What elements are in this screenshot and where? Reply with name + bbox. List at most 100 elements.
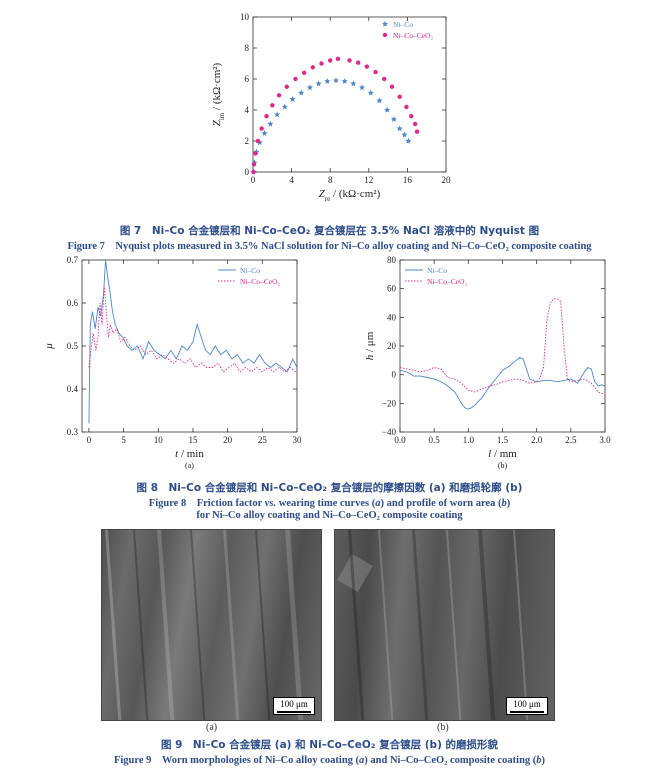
nyquist-x-tick-label: 12	[364, 175, 373, 185]
nyquist-point-niceo2	[264, 114, 269, 119]
nyquist-y-tick-label: 4	[245, 105, 250, 115]
profile-y-tick-label: −20	[382, 398, 397, 408]
profile-y-axis-label-part: h	[364, 354, 376, 360]
friction-legend-label: Ni–Co	[240, 266, 260, 275]
sem-streak	[445, 530, 463, 720]
nyquist-point-niceo2	[251, 162, 257, 167]
figure7-caption-cn: 图 7 Ni–Co 合金镀层和 Ni–Co–CeO₂ 复合镀层在 3.5% Na…	[119, 225, 540, 237]
figure9-sublabel-b: (b)	[437, 722, 449, 733]
nyquist-point-niceo2	[276, 93, 282, 98]
figure8-caption-en-line1: Figure 8 Friction factor vs. wearing tim…	[148, 498, 511, 509]
nyquist-point-niceo2	[364, 64, 370, 69]
nyquist-point-nico	[267, 120, 274, 127]
nyquist-point-nico	[315, 80, 322, 87]
nyquist-x-axis-label-part: re	[325, 195, 330, 203]
nyquist-point-nico	[396, 125, 403, 132]
profile-y-tick-label: 20	[387, 341, 397, 351]
friction-y-tick-label: 0.3	[67, 427, 79, 437]
nyquist-point-niceo2	[301, 70, 307, 76]
scale-bar-a: 100 μm	[273, 697, 315, 715]
profile-legend-label: Ni–Co	[427, 266, 447, 275]
figure7-caption-en: Figure 7 Nyquist plots measured in 3.5% …	[67, 241, 592, 252]
friction-x-tick-label: 30	[293, 435, 303, 445]
friction-series-line-0	[88, 259, 298, 424]
nyquist-point-niceo2	[373, 69, 378, 75]
nyquist-legend-label: Ni–Co–CeO₂	[393, 31, 434, 40]
nyquist-point-niceo2	[259, 126, 264, 131]
nyquist-point-niceo2	[409, 114, 414, 119]
sem-streak	[284, 530, 305, 720]
sem-streak	[377, 530, 395, 720]
friction-x-tick-label: 15	[188, 435, 198, 445]
nyquist-point-nico	[350, 80, 357, 87]
nyquist-point-niceo2	[382, 76, 387, 82]
profile-series-line-1	[399, 298, 606, 396]
nyquist-y-tick-label: 2	[245, 136, 250, 146]
figure9-caption-en: Figure 9 Worn morphologies of Ni–Co allo…	[113, 755, 546, 766]
profile-x-tick-label: 3.0	[599, 435, 611, 445]
nyquist-point-nico	[274, 111, 281, 118]
nyquist-y-axis-label-part: / (kΩ·cm²)	[211, 62, 223, 112]
friction-y-axis-label-part: μ	[43, 343, 55, 350]
friction-y-tick-label: 0.5	[67, 341, 79, 351]
nyquist-point-nico	[384, 106, 391, 113]
profile-legend-label: Ni–Co–CeO₂	[427, 277, 468, 286]
friction-x-tick-label: 10	[154, 435, 164, 445]
nyquist-point-nico	[281, 103, 288, 110]
nyquist-point-niceo2	[319, 61, 324, 66]
profile-x-tick-label: 2.0	[531, 435, 543, 445]
profile-series-line-0	[399, 356, 606, 410]
profile-x-tick-label: 2.5	[565, 435, 577, 445]
friction-x-axis-label: t / min	[175, 448, 204, 460]
profile-x-axis-label-part: l	[488, 448, 491, 460]
profile-y-tick-label: 40	[387, 312, 397, 322]
friction-x-tick-label: 0	[87, 435, 92, 445]
nyquist-x-axis-label-part: Z	[319, 188, 326, 200]
nyquist-point-nico	[341, 78, 348, 84]
nyquist-point-nico	[324, 78, 331, 84]
friction-sublabel: (a)	[185, 461, 194, 470]
nyquist-point-nico	[390, 116, 397, 122]
sem-streak	[254, 530, 272, 720]
sem-image-a: 100 μm	[101, 529, 322, 721]
scale-bar-b: 100 μm	[506, 697, 548, 715]
friction-y-axis-label: μ	[43, 343, 55, 350]
nyquist-point-niceo2	[253, 151, 258, 156]
nyquist-point-nico	[367, 89, 374, 96]
nyquist-x-axis-label-part: / (kΩ·cm²)	[330, 188, 380, 200]
nyquist-point-nico	[376, 97, 383, 104]
profile-x-axis-label-part: / mm	[491, 448, 517, 460]
sem-streak	[477, 530, 497, 720]
sem-image-b: 100 μm	[334, 529, 555, 721]
nyquist-point-niceo2	[355, 60, 361, 65]
profile-sublabel: (b)	[498, 461, 508, 470]
nyquist-series-1	[251, 56, 420, 175]
nyquist-point-niceo2	[404, 104, 409, 110]
profile-x-tick-label: 0.0	[394, 435, 406, 445]
nyquist-legend-marker	[382, 32, 388, 38]
profile-y-tick-label: 0	[392, 370, 397, 380]
nyquist-point-niceo2	[397, 94, 402, 100]
nyquist-point-niceo2	[251, 169, 256, 175]
nyquist-y-tick-label: 0	[245, 167, 250, 177]
friction-legend-label: Ni–Co–CeO₂	[240, 277, 281, 286]
profile-x-tick-label: 1.0	[463, 435, 475, 445]
profile-x-tick-label: 0.5	[429, 435, 441, 445]
profile-series-1	[399, 298, 606, 396]
nyquist-series-0	[250, 77, 412, 175]
nyquist-point-nico	[298, 89, 305, 96]
nyquist-point-nico	[405, 137, 412, 144]
nyquist-point-niceo2	[310, 65, 316, 70]
profile-y-tick-label: −40	[382, 427, 397, 437]
nyquist-point-nico	[401, 131, 408, 138]
friction-x-tick-label: 5	[121, 435, 126, 445]
nyquist-point-niceo2	[414, 129, 420, 134]
nyquist-point-nico	[256, 139, 263, 146]
nyquist-y-tick-label: 6	[245, 74, 250, 84]
friction-series-line-1	[88, 285, 296, 373]
nyquist-y-axis-label-part: Z	[211, 119, 223, 126]
friction-series-0	[88, 259, 298, 424]
sem-streak	[156, 530, 176, 720]
sem-streak	[132, 530, 150, 720]
friction-x-axis-label-part: / min	[178, 448, 204, 460]
